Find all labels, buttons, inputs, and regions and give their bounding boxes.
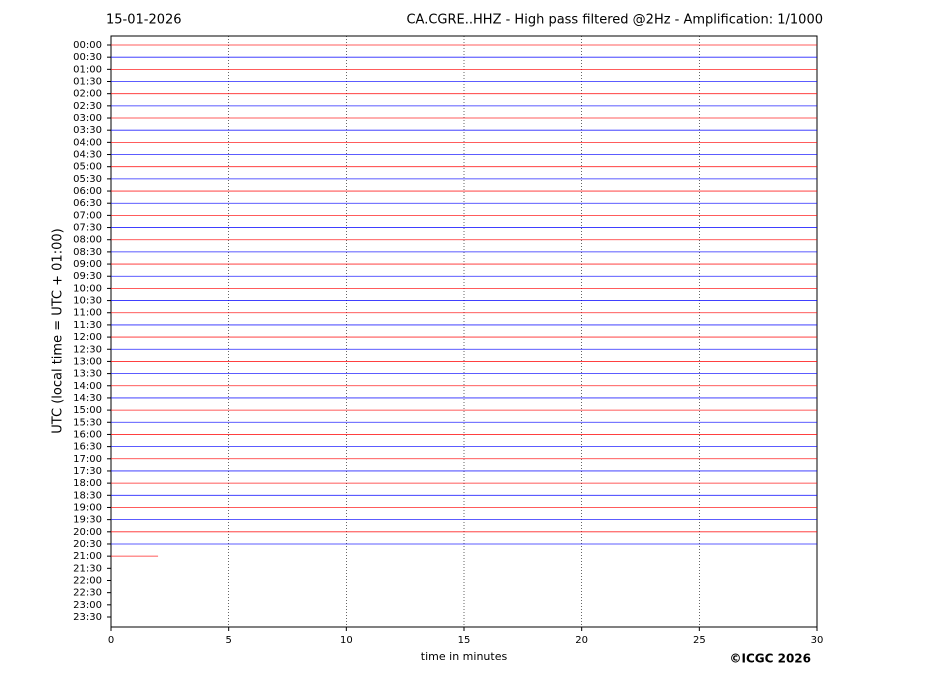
- y-tick-label: 06:00: [73, 186, 102, 197]
- y-tick-label: 23:00: [73, 600, 102, 611]
- y-tick-label: 12:30: [73, 344, 102, 355]
- x-tick-label: 10: [340, 635, 353, 646]
- y-tick-label: 01:00: [73, 64, 102, 75]
- y-tick-label: 07:30: [73, 223, 102, 234]
- y-tick-label: 18:30: [73, 490, 102, 501]
- y-tick-label: 06:30: [73, 198, 102, 209]
- y-tick-label: 04:30: [73, 150, 102, 161]
- y-tick-label: 00:30: [73, 52, 102, 63]
- y-tick-label: 14:30: [73, 393, 102, 404]
- y-tick-label: 11:00: [73, 308, 102, 319]
- y-tick-label: 11:30: [73, 320, 102, 331]
- y-tick-label: 22:30: [73, 588, 102, 599]
- x-tick-label: 25: [693, 635, 706, 646]
- y-tick-label: 19:00: [73, 502, 102, 513]
- y-tick-label: 15:00: [73, 405, 102, 416]
- y-tick-label: 13:30: [73, 369, 102, 380]
- plot-frame: [110, 35, 818, 628]
- y-tick-label: 00:00: [73, 40, 102, 51]
- y-tick-label: 16:30: [73, 442, 102, 453]
- y-tick-label: 08:00: [73, 235, 102, 246]
- x-tick-label: 30: [811, 635, 824, 646]
- y-tick-label: 18:00: [73, 478, 102, 489]
- y-tick-label: 21:00: [73, 551, 102, 562]
- x-tick-label: 20: [575, 635, 588, 646]
- x-tick-label: 15: [458, 635, 471, 646]
- y-tick-label: 03:30: [73, 125, 102, 136]
- y-tick-label: 19:30: [73, 515, 102, 526]
- y-tick-label: 17:30: [73, 466, 102, 477]
- y-tick-label: 14:00: [73, 381, 102, 392]
- y-tick-label: 07:00: [73, 210, 102, 221]
- y-tick-label: 09:30: [73, 271, 102, 282]
- x-axis-label: time in minutes: [421, 650, 508, 663]
- y-tick-label: 09:00: [73, 259, 102, 270]
- y-tick-label: 20:30: [73, 539, 102, 550]
- y-tick-label: 20:00: [73, 527, 102, 538]
- y-tick-label: 05:00: [73, 162, 102, 173]
- x-tick-label: 0: [108, 635, 114, 646]
- y-tick-label: 02:30: [73, 101, 102, 112]
- date-title: 15-01-2026: [106, 13, 182, 28]
- y-tick-label: 02:00: [73, 89, 102, 100]
- x-tick-label: 5: [225, 635, 231, 646]
- y-tick-label: 08:30: [73, 247, 102, 258]
- y-tick-label: 23:30: [73, 612, 102, 623]
- y-tick-label: 10:00: [73, 283, 102, 294]
- y-tick-label: 13:00: [73, 356, 102, 367]
- y-tick-label: 10:30: [73, 296, 102, 307]
- y-tick-label: 15:30: [73, 417, 102, 428]
- y-tick-label: 01:30: [73, 77, 102, 88]
- y-tick-label: 04:00: [73, 137, 102, 148]
- y-tick-label: 16:00: [73, 429, 102, 440]
- y-tick-label: 05:30: [73, 174, 102, 185]
- copyright: ©ICGC 2026: [729, 652, 811, 666]
- y-tick-label: 03:00: [73, 113, 102, 124]
- y-tick-label: 21:30: [73, 563, 102, 574]
- y-tick-label: 12:00: [73, 332, 102, 343]
- y-tick-label: 22:00: [73, 575, 102, 586]
- y-axis-label: UTC (local time = UTC + 01:00): [51, 228, 66, 433]
- chart-title: CA.CGRE..HHZ - High pass filtered @2Hz -…: [406, 13, 823, 28]
- y-tick-label: 17:00: [73, 454, 102, 465]
